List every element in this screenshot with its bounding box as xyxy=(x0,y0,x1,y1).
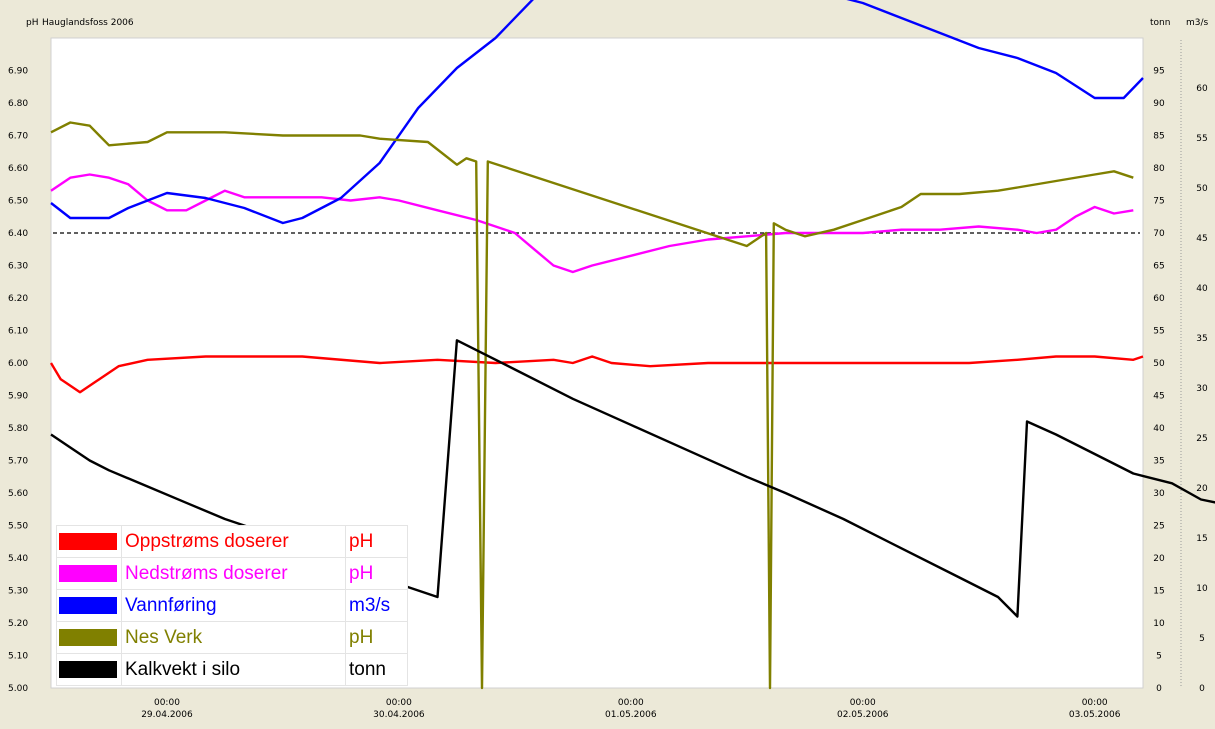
tonn-tick-label: 45 xyxy=(1153,392,1164,402)
ph-tick-label: 5.30 xyxy=(8,587,28,597)
legend-name: Vannføring xyxy=(121,589,346,622)
m3s-tick-label: 45 xyxy=(1196,234,1207,244)
ph-tick-label: 6.20 xyxy=(8,294,28,304)
legend-unit: tonn xyxy=(345,653,408,686)
tonn-tick-label: 75 xyxy=(1153,197,1164,207)
chart-title: Hauglandsfoss 2006 xyxy=(42,18,134,28)
ph-tick-label: 6.30 xyxy=(8,262,28,272)
right-axis1-title: tonn xyxy=(1150,18,1170,28)
m3s-tick-label: 25 xyxy=(1196,434,1207,444)
x-tick-date: 03.05.2006 xyxy=(1069,710,1121,720)
ph-tick-label: 5.80 xyxy=(8,424,28,434)
legend-name: Nes Verk xyxy=(121,621,346,654)
tonn-tick-label: 95 xyxy=(1153,67,1164,77)
legend-swatch xyxy=(59,597,117,614)
legend-swatch-cell xyxy=(56,525,122,558)
tonn-tick-label: 20 xyxy=(1153,554,1165,564)
ph-tick-label: 5.40 xyxy=(8,554,28,564)
ph-tick-label: 5.10 xyxy=(8,652,28,662)
legend-unit: m3/s xyxy=(345,589,408,622)
legend-item: Kalkvekt i silo tonn xyxy=(56,653,408,686)
x-tick-time: 00:00 xyxy=(154,698,180,708)
legend-name: Oppstrøms doserer xyxy=(121,525,346,558)
tonn-tick-label: 60 xyxy=(1153,294,1165,304)
ph-tick-label: 5.00 xyxy=(8,684,28,694)
ph-tick-label: 6.70 xyxy=(8,132,28,142)
m3s-tick-label: 15 xyxy=(1196,534,1207,544)
ph-tick-label: 6.00 xyxy=(8,359,28,369)
x-tick-time: 00:00 xyxy=(618,698,644,708)
x-tick-date: 01.05.2006 xyxy=(605,710,657,720)
legend-unit: pH xyxy=(345,621,408,654)
x-tick-date: 30.04.2006 xyxy=(373,710,425,720)
tonn-tick-label: 25 xyxy=(1153,522,1164,532)
ph-tick-label: 5.90 xyxy=(8,392,28,402)
series-oppstroms-doserer xyxy=(49,355,1144,394)
left-axis-title: pH xyxy=(26,18,38,28)
m3s-tick-label: 30 xyxy=(1196,384,1208,394)
tonn-tick-label: 15 xyxy=(1153,587,1164,597)
legend: Oppstrøms doserer pH Nedstrøms doserer pH Va… xyxy=(56,525,408,686)
legend-swatch xyxy=(59,565,117,582)
right-axis2-title: m3/s xyxy=(1186,18,1209,28)
m3s-tick-label: 0 xyxy=(1199,684,1205,694)
tonn-tick-label: 70 xyxy=(1153,229,1165,239)
legend-swatch xyxy=(59,629,117,646)
ph-tick-label: 6.10 xyxy=(8,327,28,337)
m3s-tick-label: 40 xyxy=(1196,284,1208,294)
legend-swatch-cell xyxy=(56,621,122,654)
x-tick-time: 00:00 xyxy=(386,698,412,708)
tonn-tick-label: 40 xyxy=(1153,424,1165,434)
m3s-tick-label: 60 xyxy=(1196,84,1208,94)
tonn-tick-label: 55 xyxy=(1153,327,1164,337)
ph-tick-label: 5.70 xyxy=(8,457,28,467)
legend-item: Vannføring m3/s xyxy=(56,589,408,622)
ph-tick-label: 6.90 xyxy=(8,67,28,77)
ph-tick-label: 6.60 xyxy=(8,164,28,174)
m3s-tick-label: 5 xyxy=(1199,634,1205,644)
tonn-tick-label: 30 xyxy=(1153,489,1165,499)
ph-tick-label: 5.50 xyxy=(8,522,28,532)
x-tick-time: 00:00 xyxy=(850,698,876,708)
m3s-tick-label: 55 xyxy=(1196,134,1207,144)
tonn-tick-label: 85 xyxy=(1153,132,1164,142)
tonn-tick-label: 50 xyxy=(1153,359,1165,369)
tonn-tick-label: 90 xyxy=(1153,99,1165,109)
legend-item: Nedstrøms doserer pH xyxy=(56,557,408,590)
tonn-tick-label: 65 xyxy=(1153,262,1164,272)
ph-tick-label: 5.20 xyxy=(8,619,28,629)
ph-tick-label: 6.40 xyxy=(8,229,28,239)
tonn-tick-label: 5 xyxy=(1156,652,1162,662)
legend-unit: pH xyxy=(345,525,408,558)
legend-swatch-cell xyxy=(56,557,122,590)
legend-unit: pH xyxy=(345,557,408,590)
legend-name: Nedstrøms doserer xyxy=(121,557,346,590)
legend-swatch-cell xyxy=(56,653,122,686)
m3s-tick-label: 35 xyxy=(1196,334,1207,344)
m3s-tick-label: 10 xyxy=(1196,584,1208,594)
x-tick-time: 00:00 xyxy=(1082,698,1108,708)
legend-item: Nes Verk pH xyxy=(56,621,408,654)
x-tick-date: 29.04.2006 xyxy=(141,710,193,720)
series-vannforing xyxy=(50,0,1144,225)
tonn-tick-label: 0 xyxy=(1156,684,1162,694)
tonn-tick-label: 35 xyxy=(1153,457,1164,467)
axis-ticks: 5.00 5.10 5.20 5.30 5.40 5.50 5.60 5.70 5.80 5.90… xyxy=(8,40,1208,720)
tonn-tick-label: 10 xyxy=(1153,619,1165,629)
legend-swatch xyxy=(59,533,117,550)
series-nedstroms-doserer xyxy=(50,173,1134,274)
tonn-tick-label: 80 xyxy=(1153,164,1165,174)
m3s-tick-label: 50 xyxy=(1196,184,1208,194)
series-nes-verk xyxy=(50,121,1134,690)
legend-item: Oppstrøms doserer pH xyxy=(56,525,408,558)
ph-tick-label: 6.80 xyxy=(8,99,28,109)
legend-swatch-cell xyxy=(56,589,122,622)
x-tick-date: 02.05.2006 xyxy=(837,710,889,720)
ph-tick-label: 6.50 xyxy=(8,197,28,207)
m3s-tick-label: 20 xyxy=(1196,484,1208,494)
legend-swatch xyxy=(59,661,117,678)
legend-name: Kalkvekt i silo xyxy=(121,653,346,686)
ph-tick-label: 5.60 xyxy=(8,489,28,499)
